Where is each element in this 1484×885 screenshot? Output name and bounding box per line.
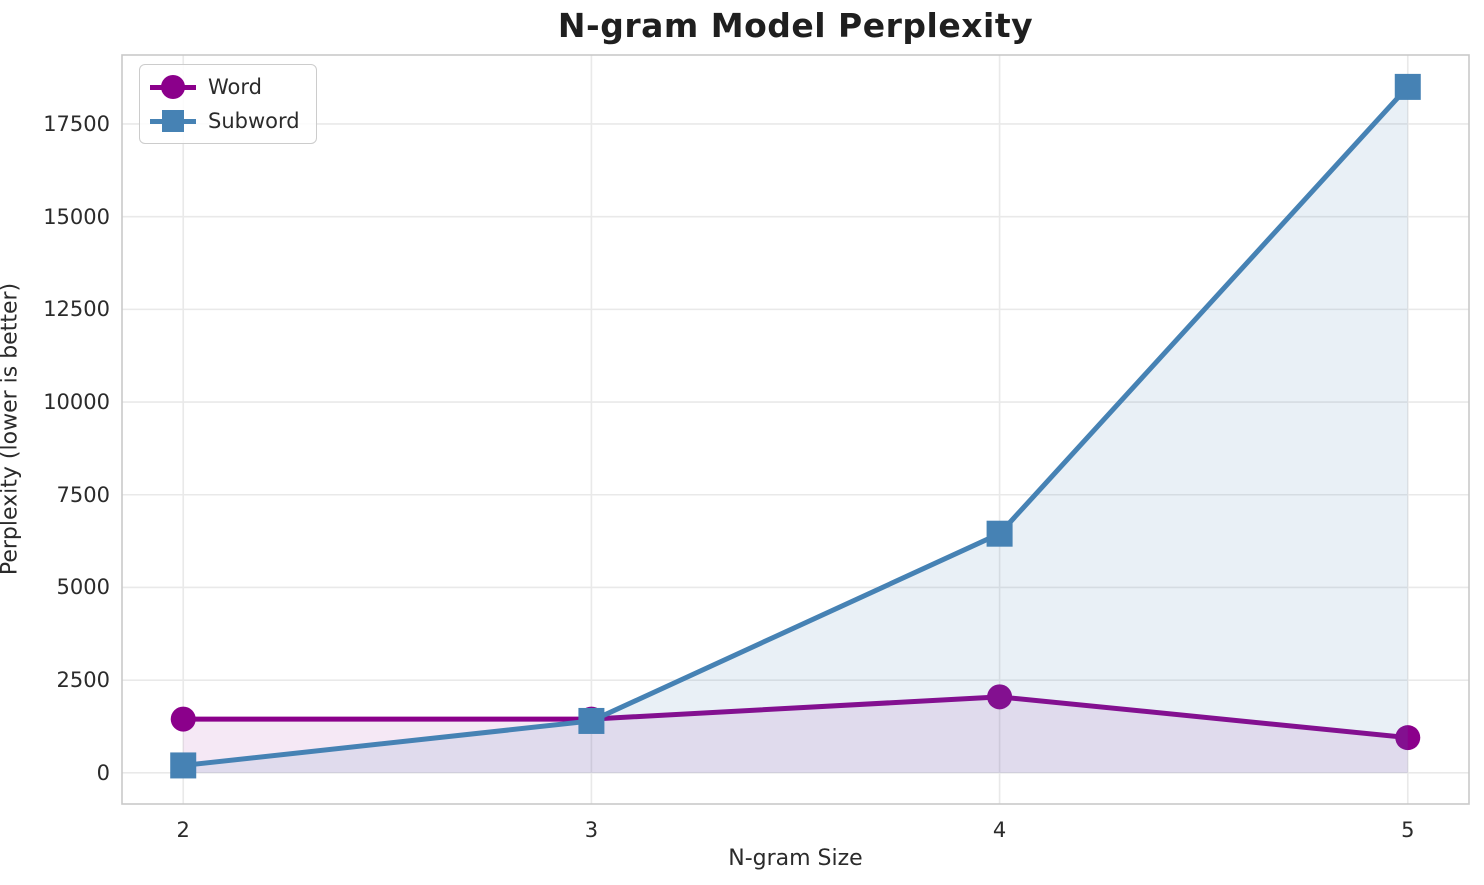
y-tick-label: 10000 [43,390,110,415]
y-tick-label: 17500 [43,111,110,136]
series-word-point [987,684,1013,710]
word-circle-marker-icon [150,72,196,102]
series-word-point [170,706,196,732]
x-axis-label: N-gram Size [728,846,863,871]
x-tick-label: 5 [1401,818,1415,842]
x-tick-label: 2 [176,818,190,842]
chart-title: N-gram Model Perplexity [557,6,1034,45]
x-tick-label: 4 [992,818,1007,842]
x-tick-label: 3 [584,818,599,842]
series-subword-point [170,752,197,779]
series-word-line [183,694,1409,741]
y-axis-label: Perplexity (lower is better) [0,282,23,576]
series-subword-point [578,707,605,734]
y-tick-label: 15000 [43,204,110,229]
series-word-point [1395,725,1421,751]
legend-item-subword: Subword [150,106,300,136]
series-subword-fill [183,86,1408,773]
legend-label-word: Word [208,75,262,99]
subword-square-marker-icon [150,106,196,136]
legend: Word Subword [139,64,317,144]
series-subword-point [986,520,1013,547]
legend-item-word: Word [150,72,300,102]
legend-label-subword: Subword [208,109,300,133]
y-tick-label: 2500 [56,668,110,693]
series-subword-point [1394,73,1421,100]
y-tick-label: 12500 [43,297,110,322]
series-word-fill [183,696,1408,773]
y-tick-label: 5000 [56,575,110,600]
series-subword-line [182,85,1410,768]
axes-frame [121,54,1470,805]
y-tick-label: 0 [96,760,110,785]
y-tick-label: 7500 [56,482,110,507]
